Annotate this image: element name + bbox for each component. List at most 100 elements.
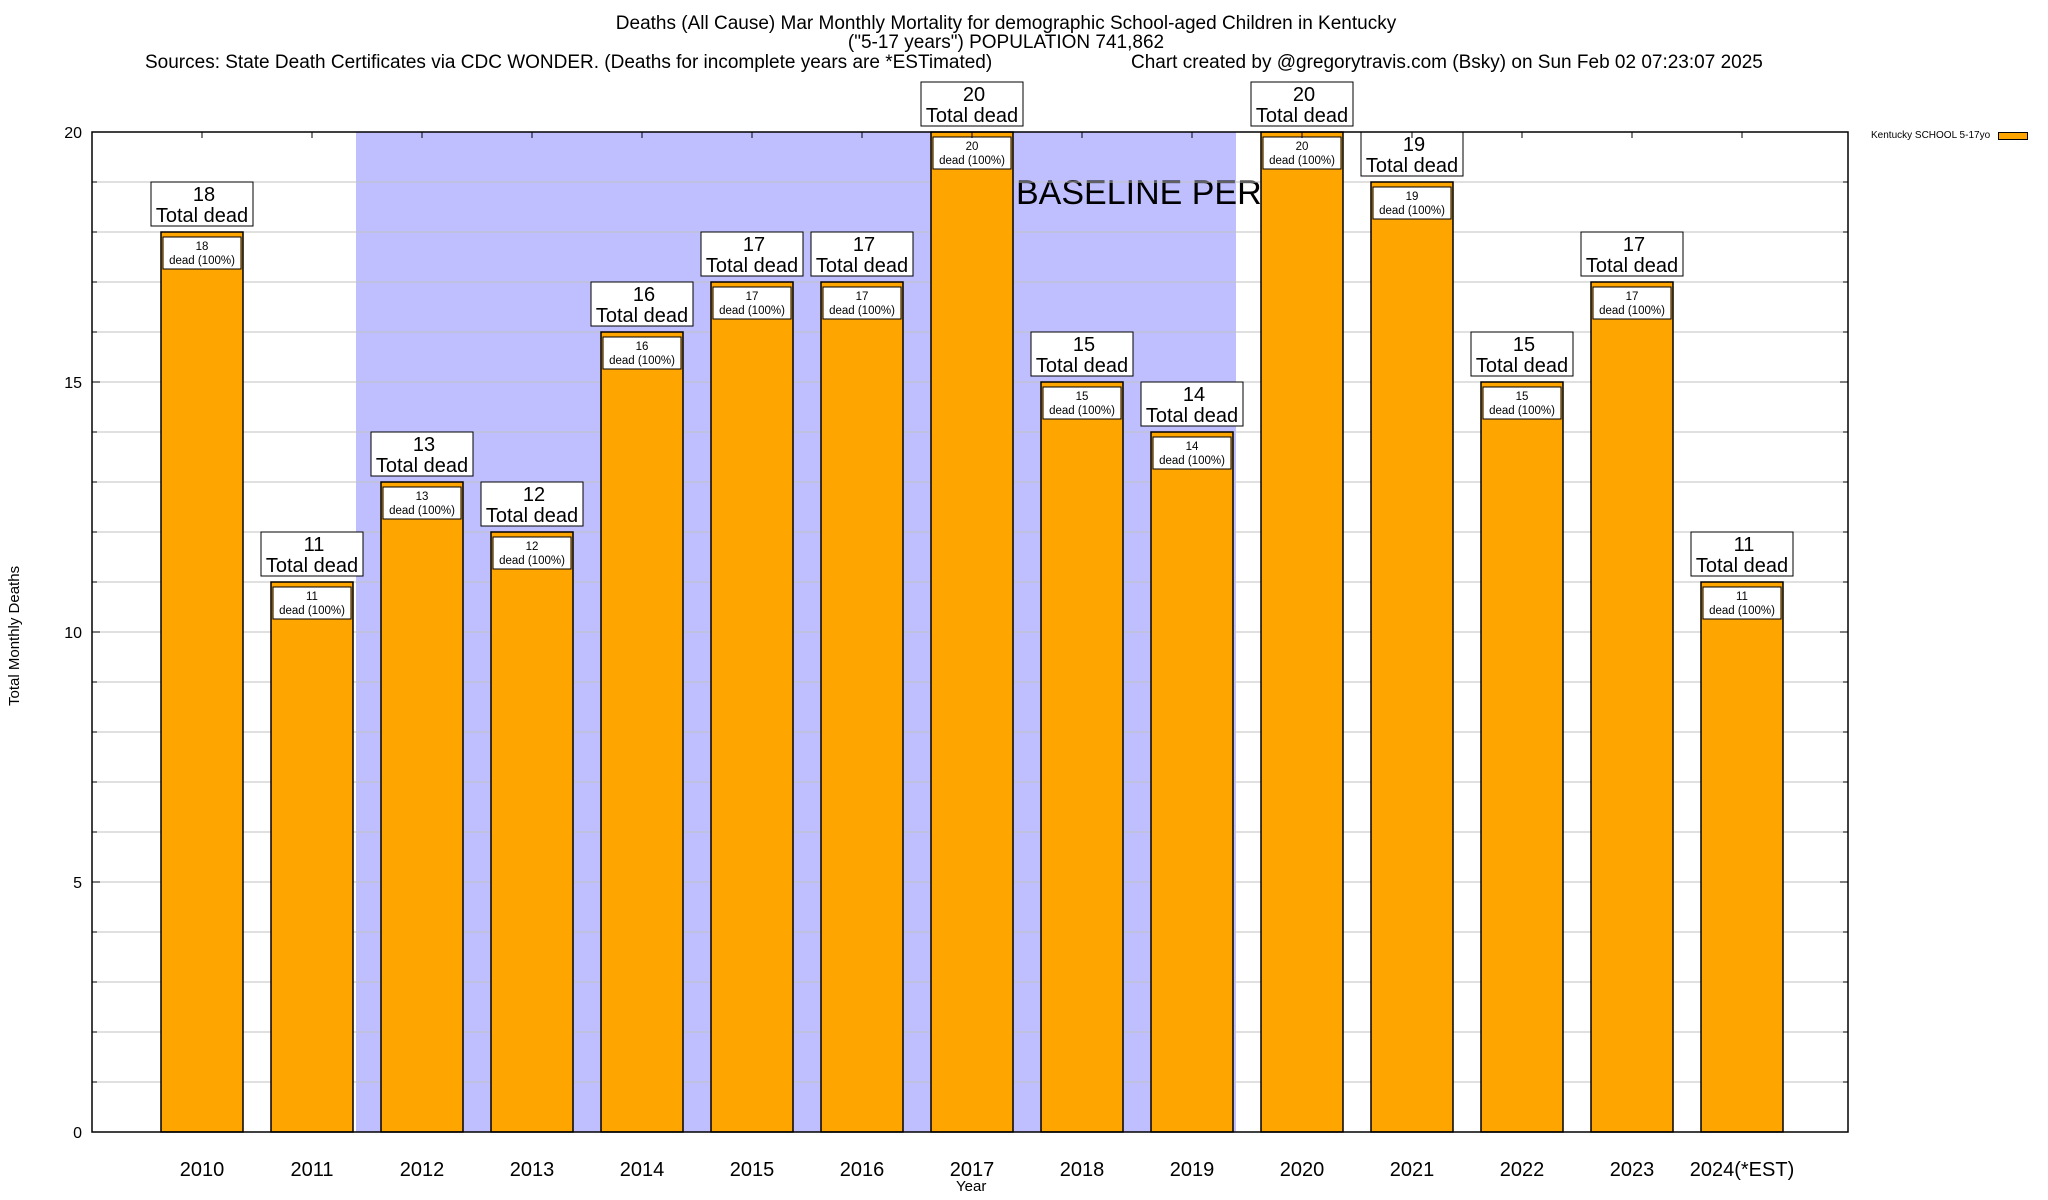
x-tick-label: 2017 bbox=[950, 1159, 995, 1181]
inner-label-box bbox=[712, 286, 792, 320]
inner-label-box bbox=[1042, 386, 1122, 420]
total-label-box bbox=[810, 231, 914, 277]
x-tick-label: 2019 bbox=[1170, 1159, 1215, 1181]
total-label-count: 17 bbox=[743, 234, 765, 256]
total-label-count: 11 bbox=[1734, 534, 1755, 556]
bar-2010 bbox=[160, 231, 244, 1133]
total-label-box bbox=[260, 531, 364, 577]
inner-label-text: dead (100%) bbox=[939, 155, 1005, 167]
inner-label-box bbox=[382, 486, 462, 520]
total-label-box bbox=[1470, 331, 1574, 377]
inner-label-count: 16 bbox=[636, 341, 649, 353]
total-label-count: 15 bbox=[1073, 334, 1095, 356]
bar-2021 bbox=[1370, 181, 1454, 1133]
total-label-box bbox=[1030, 331, 1134, 377]
total-label-text: Total dead bbox=[596, 305, 688, 327]
bar-2023 bbox=[1590, 281, 1674, 1133]
total-label-box bbox=[1580, 231, 1684, 277]
inner-label-box bbox=[602, 336, 682, 370]
bar-2015 bbox=[710, 281, 794, 1133]
total-label-text: Total dead bbox=[926, 105, 1018, 127]
total-label-text: Total dead bbox=[1476, 355, 1568, 377]
total-label-count: 17 bbox=[853, 234, 875, 256]
inner-label-count: 11 bbox=[1736, 591, 1748, 603]
inner-label-box bbox=[1372, 186, 1452, 220]
x-tick-label: 2010 bbox=[180, 1159, 225, 1181]
inner-label-count: 12 bbox=[526, 541, 539, 553]
x-tick-label: 2018 bbox=[1060, 1159, 1105, 1181]
chart-credit: Chart created by @gregorytravis.com (Bsk… bbox=[1131, 52, 1763, 73]
total-label-text: Total dead bbox=[1146, 405, 1238, 427]
total-label-count: 18 bbox=[193, 184, 215, 206]
inner-label-box bbox=[162, 236, 242, 270]
inner-label-count: 20 bbox=[966, 141, 979, 153]
total-label-count: 19 bbox=[1403, 134, 1425, 156]
x-tick-label: 2020 bbox=[1280, 1159, 1325, 1181]
inner-label-text: dead (100%) bbox=[1709, 605, 1775, 617]
inner-label-text: dead (100%) bbox=[609, 355, 675, 367]
total-label-count: 15 bbox=[1513, 334, 1535, 356]
total-label-box bbox=[370, 431, 474, 477]
inner-label-box bbox=[1592, 286, 1672, 320]
bar-2024(*EST) bbox=[1700, 581, 1784, 1133]
total-label-count: 11 bbox=[304, 534, 325, 556]
y-tick-label: 20 bbox=[64, 125, 82, 142]
bar-2014 bbox=[600, 331, 684, 1133]
total-label-count: 16 bbox=[633, 284, 655, 306]
x-tick-label: 2014 bbox=[620, 1159, 665, 1181]
inner-label-text: dead (100%) bbox=[1599, 305, 1665, 317]
inner-label-text: dead (100%) bbox=[1159, 455, 1225, 467]
total-label-box bbox=[1360, 131, 1464, 177]
x-tick-label: 2012 bbox=[400, 1159, 445, 1181]
bar-2019 bbox=[1150, 431, 1234, 1133]
x-tick-label: 2016 bbox=[840, 1159, 885, 1181]
inner-label-text: dead (100%) bbox=[1489, 405, 1555, 417]
inner-label-count: 20 bbox=[1296, 141, 1309, 153]
bar-2017 bbox=[930, 131, 1014, 1133]
inner-label-text: dead (100%) bbox=[279, 605, 345, 617]
inner-label-count: 14 bbox=[1186, 441, 1199, 453]
y-tick-label: 15 bbox=[64, 375, 82, 392]
y-axis-label: Total Monthly Deaths bbox=[6, 565, 23, 706]
total-label-text: Total dead bbox=[376, 455, 468, 477]
total-label-count: 14 bbox=[1183, 384, 1205, 406]
legend: Kentucky SCHOOL 5-17yo bbox=[1871, 130, 2029, 141]
x-tick-label: 2021 bbox=[1390, 1159, 1435, 1181]
inner-label-text: dead (100%) bbox=[719, 305, 785, 317]
bar-2011 bbox=[270, 581, 354, 1133]
total-label-box bbox=[1140, 381, 1244, 427]
inner-label-count: 17 bbox=[746, 291, 759, 303]
x-tick-label: 2013 bbox=[510, 1159, 555, 1181]
bar-2016 bbox=[820, 281, 904, 1133]
bar-2022 bbox=[1480, 381, 1564, 1133]
inner-label-count: 17 bbox=[1626, 291, 1639, 303]
inner-label-box bbox=[1262, 136, 1342, 170]
total-label-text: Total dead bbox=[486, 505, 578, 527]
inner-label-count: 13 bbox=[416, 491, 429, 503]
total-label-text: Total dead bbox=[266, 555, 358, 577]
x-axis-label: Year bbox=[956, 1178, 987, 1195]
bar-2020 bbox=[1260, 131, 1344, 1133]
total-label-count: 13 bbox=[413, 434, 435, 456]
x-tick-label: 2022 bbox=[1500, 1159, 1545, 1181]
inner-label-text: dead (100%) bbox=[389, 505, 455, 517]
inner-label-count: 17 bbox=[856, 291, 869, 303]
total-label-box bbox=[590, 281, 694, 327]
total-label-count: 12 bbox=[523, 484, 545, 506]
total-label-text: Total dead bbox=[1586, 255, 1678, 277]
total-label-count: 20 bbox=[963, 84, 985, 106]
total-label-box bbox=[1250, 81, 1354, 127]
inner-label-box bbox=[492, 536, 572, 570]
legend-swatch bbox=[1998, 131, 2029, 140]
inner-label-box bbox=[1152, 436, 1232, 470]
inner-label-count: 18 bbox=[196, 241, 209, 253]
inner-label-box bbox=[1482, 386, 1562, 420]
chart-title: Deaths (All Cause) Mar Monthly Mortality… bbox=[615, 13, 1397, 34]
bar-2013 bbox=[490, 531, 574, 1133]
y-tick-label: 5 bbox=[73, 875, 82, 892]
total-label-text: Total dead bbox=[816, 255, 908, 277]
inner-label-text: dead (100%) bbox=[1379, 205, 1445, 217]
inner-label-box bbox=[1702, 586, 1782, 620]
